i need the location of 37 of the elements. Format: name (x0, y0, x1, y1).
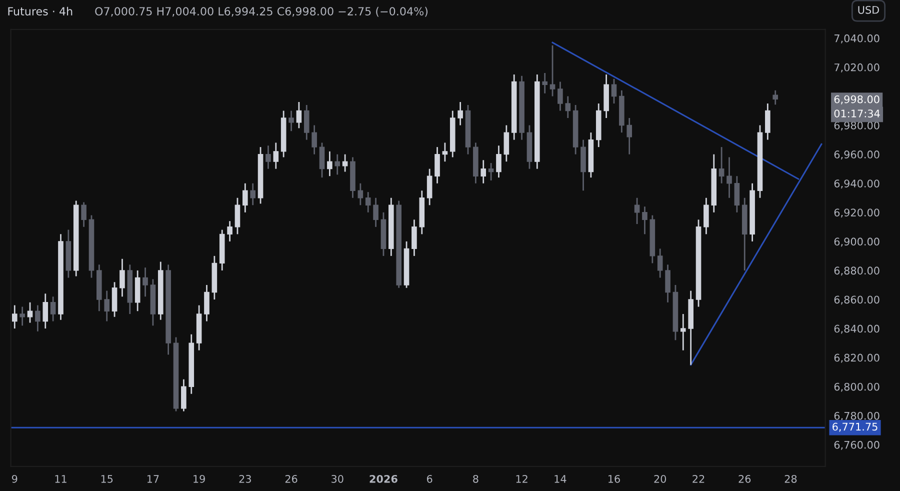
x-tick-label: 8 (473, 474, 478, 483)
x-tick-label: 26 (738, 474, 751, 483)
x-tick-label: 15 (101, 475, 113, 483)
y-tick-label: 6,960.00 (834, 150, 880, 160)
y-tick-label: 6,860.00 (834, 296, 880, 305)
x-tick-label: 9 (12, 474, 18, 483)
text: USD (858, 6, 880, 14)
x-tick-label: 19 (194, 474, 205, 483)
y-tick-label: 6,840.00 (834, 324, 880, 334)
x-tick-label: 16 (608, 474, 620, 483)
y-tick-label: 6,900.00 (834, 238, 880, 247)
x-tick-label: 23 (239, 474, 251, 483)
y-tick-label: 6,998.00 (834, 95, 880, 104)
y-tick-label: 6,940.00 (834, 180, 880, 189)
y-tick-label: 6,760.00 (834, 440, 880, 450)
x-tick-label: 6 (426, 474, 432, 483)
x-tick-label: 17 (147, 475, 159, 483)
y-tick-label: 7,040.00 (834, 34, 880, 44)
x-tick-label: 11 (55, 475, 66, 483)
y-tick-label: 6,780.00 (834, 412, 880, 421)
ref-line-label: 6,771.75 (832, 422, 878, 432)
x-tick-label: 12 (516, 474, 528, 483)
chart-title: Futures · 4h (8, 6, 72, 16)
x-tick-label: 28 (784, 474, 797, 483)
x-tick-label: 20 (654, 474, 666, 483)
x-tick-label: 22 (692, 474, 704, 483)
y-tick-label: 6,820.00 (834, 354, 880, 363)
x-tick-label: 14 (554, 475, 566, 483)
y-tick-label: 6,920.00 (834, 208, 880, 218)
y-tick-label: 6,800.00 (834, 382, 880, 392)
chart-subtitle: O7,000.75 H7,004.00 L6,994.25 C6,998.00 −2.75 (−0.04%) (95, 6, 428, 17)
y-tick-label: 7,020.00 (834, 63, 880, 72)
x-tick-label: 2026 (370, 474, 398, 483)
text: 01:17:34 (834, 110, 880, 118)
x-tick-label: 30 (332, 474, 344, 483)
x-tick-label: 26 (285, 474, 298, 483)
y-tick-label: 6,880.00 (834, 266, 880, 276)
